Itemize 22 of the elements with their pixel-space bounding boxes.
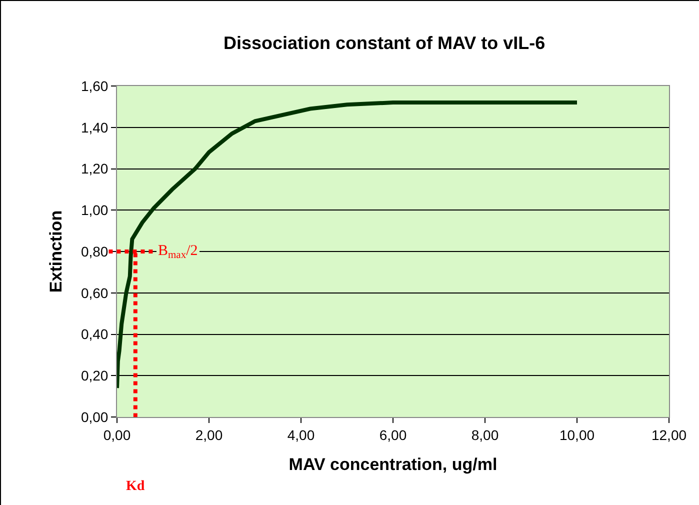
x-tick-label: 10,00 bbox=[559, 426, 595, 443]
x-tick-label: 4,00 bbox=[287, 426, 315, 443]
y-tick-label: 1,40 bbox=[80, 119, 108, 136]
y-tick-label: 1,20 bbox=[80, 160, 108, 177]
x-tick-label: 6,00 bbox=[379, 426, 407, 443]
x-tick-label: 2,00 bbox=[195, 426, 223, 443]
ref-line-label: B$_{max}$/2 bbox=[158, 243, 198, 262]
line-series bbox=[117, 100, 579, 390]
x-tick-label: 8,00 bbox=[471, 426, 499, 443]
x-tick-label: 12,00 bbox=[651, 426, 687, 443]
y-tick-label: 0,20 bbox=[80, 368, 108, 384]
y-axis-title: Extinction bbox=[46, 210, 66, 293]
y-tick-label: 1,00 bbox=[80, 202, 108, 218]
y-tick-label: 0,00 bbox=[80, 408, 108, 425]
x-tick-label: 0,00 bbox=[103, 426, 131, 443]
y-tick-label: 0,40 bbox=[80, 326, 108, 342]
chart-title: Dissociation constant of MAV to vIL-6 bbox=[224, 32, 546, 53]
y-tick-label: 1,60 bbox=[80, 78, 108, 94]
y-tick-label: 0,60 bbox=[80, 284, 108, 301]
x-axis-title: MAV concentration, ug/ml bbox=[288, 455, 498, 474]
y-tick-label: 0,80 bbox=[80, 243, 108, 260]
ref-line-label: Kd bbox=[126, 479, 145, 494]
